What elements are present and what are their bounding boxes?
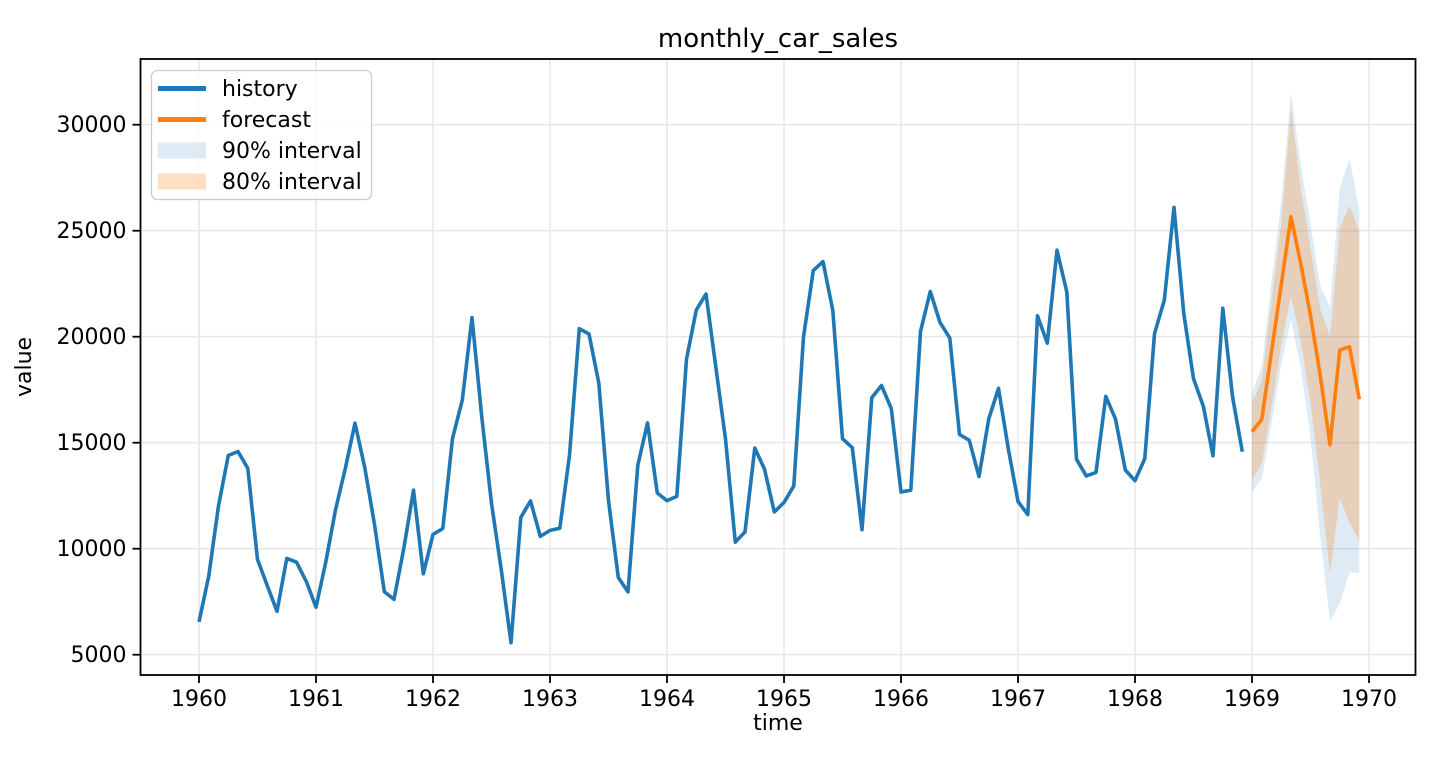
band-80-interval bbox=[1252, 108, 1360, 574]
band-90-interval bbox=[1252, 92, 1360, 621]
plot-frame bbox=[139, 58, 1417, 676]
grid-lines bbox=[140, 59, 1416, 675]
forecast-line bbox=[1250, 214, 1362, 447]
chart-title: monthly_car_sales bbox=[658, 24, 898, 54]
y-tick-label: 10000 bbox=[57, 537, 127, 562]
y-tick-label: 30000 bbox=[57, 113, 127, 138]
legend: history forecast 90% interval 80% interval bbox=[150, 69, 373, 201]
confidence-bands bbox=[1252, 92, 1360, 621]
x-tick-label: 1961 bbox=[288, 687, 344, 712]
y-axis-label: value bbox=[12, 337, 37, 397]
legend-item-80-interval: 80% interval bbox=[158, 170, 362, 195]
x-tick-label: 1966 bbox=[873, 687, 929, 712]
legend-label: 80% interval bbox=[222, 170, 362, 195]
legend-swatch-patch bbox=[158, 173, 206, 190]
legend-item-forecast: forecast bbox=[158, 108, 311, 133]
x-tick-label: 1970 bbox=[1341, 687, 1397, 712]
x-tick-label: 1963 bbox=[522, 687, 578, 712]
x-tick-label: 1960 bbox=[171, 687, 227, 712]
legend-swatch-patch bbox=[158, 142, 206, 159]
x-tick-label: 1967 bbox=[990, 687, 1046, 712]
legend-label: history bbox=[222, 77, 298, 102]
x-tick-label: 1965 bbox=[756, 687, 812, 712]
legend-item-90-interval: 90% interval bbox=[158, 139, 362, 164]
x-tick-label: 1962 bbox=[405, 687, 461, 712]
x-tick-label: 1968 bbox=[1107, 687, 1163, 712]
y-tick-label: 20000 bbox=[57, 325, 127, 350]
legend-item-history: history bbox=[158, 77, 298, 102]
history-line bbox=[197, 205, 1245, 645]
x-tick-label: 1964 bbox=[639, 687, 695, 712]
legend-label: 90% interval bbox=[222, 139, 362, 164]
data-series bbox=[197, 205, 1362, 645]
x-axis-label: time bbox=[753, 711, 803, 736]
x-tick-label: 1969 bbox=[1224, 687, 1280, 712]
axis-ticks: 1960 1961 1962 1963 1964 1965 1966 1967 1968 1969… bbox=[57, 113, 1398, 712]
legend-label: forecast bbox=[222, 108, 311, 133]
y-tick-label: 25000 bbox=[57, 219, 127, 244]
legend-box bbox=[150, 69, 373, 201]
y-tick-label: 5000 bbox=[71, 643, 127, 668]
y-tick-label: 15000 bbox=[57, 431, 127, 456]
